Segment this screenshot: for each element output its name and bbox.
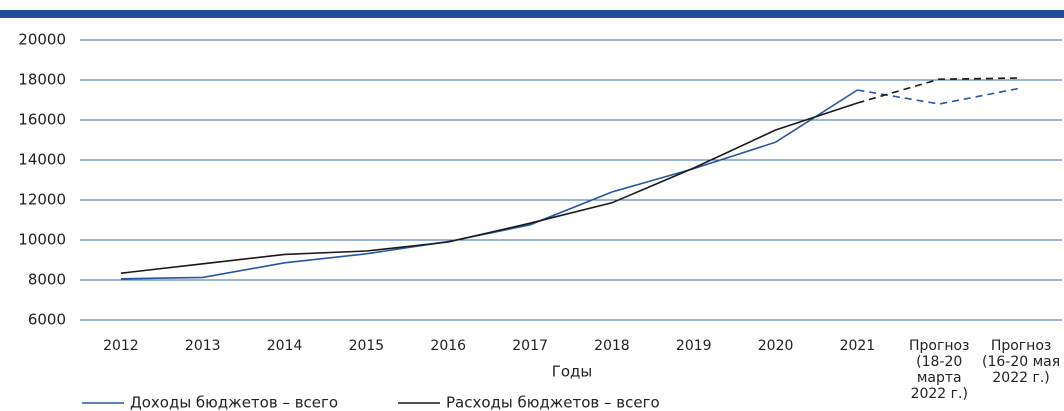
y-tick-label: 10000 <box>18 231 66 249</box>
y-tick-label: 8000 <box>28 271 66 289</box>
legend-label: Доходы бюджетов – всего <box>130 394 338 411</box>
x-tick-label: Прогноз (18-20 марта 2022 г.) <box>909 338 970 402</box>
y-tick-label: 20000 <box>18 31 66 49</box>
x-tick-label: 2016 <box>430 338 467 354</box>
y-tick-label: 6000 <box>28 311 66 329</box>
legend-label: Расходы бюджетов – всего <box>446 394 660 411</box>
x-axis-label: Годы <box>552 363 593 381</box>
x-tick-label: 2019 <box>675 338 712 354</box>
x-tick-label: 2014 <box>266 338 303 354</box>
x-tick-label: 2013 <box>184 338 221 354</box>
x-tick-label: 2020 <box>757 338 794 354</box>
y-tick-label: 14000 <box>18 151 66 169</box>
x-tick-label: 2018 <box>594 338 630 354</box>
series-line <box>120 102 858 274</box>
series-line <box>120 89 858 280</box>
y-tick-label: 12000 <box>18 191 66 209</box>
y-tick-label: 18000 <box>18 71 66 89</box>
series-line <box>857 77 1022 104</box>
x-tick-label: 2012 <box>103 338 139 354</box>
x-tick-label: 2021 <box>839 338 876 354</box>
x-tick-label: 2017 <box>512 338 548 354</box>
header-bar <box>0 10 1064 18</box>
y-tick-label: 16000 <box>18 111 66 129</box>
x-tick-label: 2015 <box>348 338 385 354</box>
x-tick-label: Прогноз (16-20 мая 2022 г.) <box>982 338 1061 386</box>
